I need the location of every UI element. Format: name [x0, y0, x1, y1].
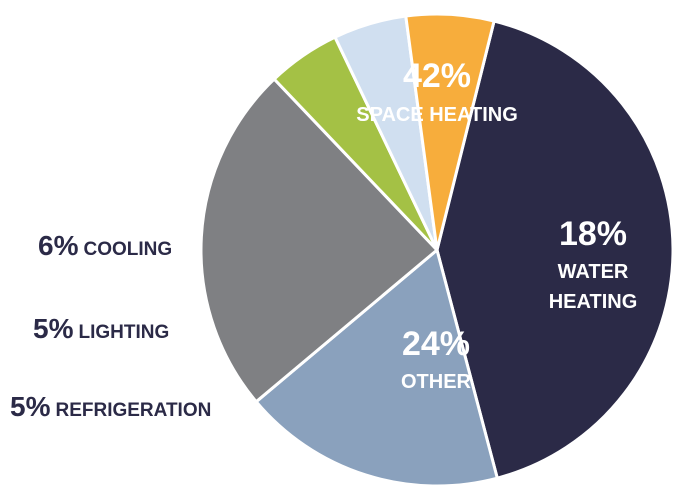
slice-cooling — [404, 12, 496, 252]
outside-label-lighting: 5% LIGHTING — [33, 313, 169, 344]
pie-slices — [199, 12, 675, 487]
slice-label-space-heating: SPACE HEATING — [356, 104, 518, 126]
slice-label-refrigeration: REFRIGERATION — [55, 400, 211, 421]
slice-percent-refrigeration: 5% — [10, 391, 51, 422]
outside-label-refrigeration: 5% REFRIGERATION — [10, 391, 211, 422]
slice-space-heating — [435, 19, 675, 480]
slice-percent-water-heating: 18% — [559, 215, 627, 253]
slice-label-cooling: COOLING — [83, 239, 172, 260]
slice-percent-lighting: 5% — [33, 313, 74, 344]
slice-label-other: OTHER — [401, 371, 472, 393]
slice-percent-space-heating: 42% — [403, 57, 471, 95]
slice-percent-other: 24% — [402, 325, 470, 363]
slice-water-heating — [254, 248, 499, 487]
outside-label-cooling: 6% COOLING — [38, 230, 172, 261]
slice-other — [199, 77, 439, 404]
pie-labels: 42% SPACE HEATING 18% WATER HEATING 24% OTHER 5… — [10, 57, 637, 422]
slice-percent-cooling: 6% — [38, 230, 79, 261]
slice-label-water-heating-line-2: HEATING — [549, 291, 638, 313]
slice-label-lighting: LIGHTING — [78, 322, 169, 343]
slice-label-water-heating-line-1: WATER — [558, 261, 629, 283]
